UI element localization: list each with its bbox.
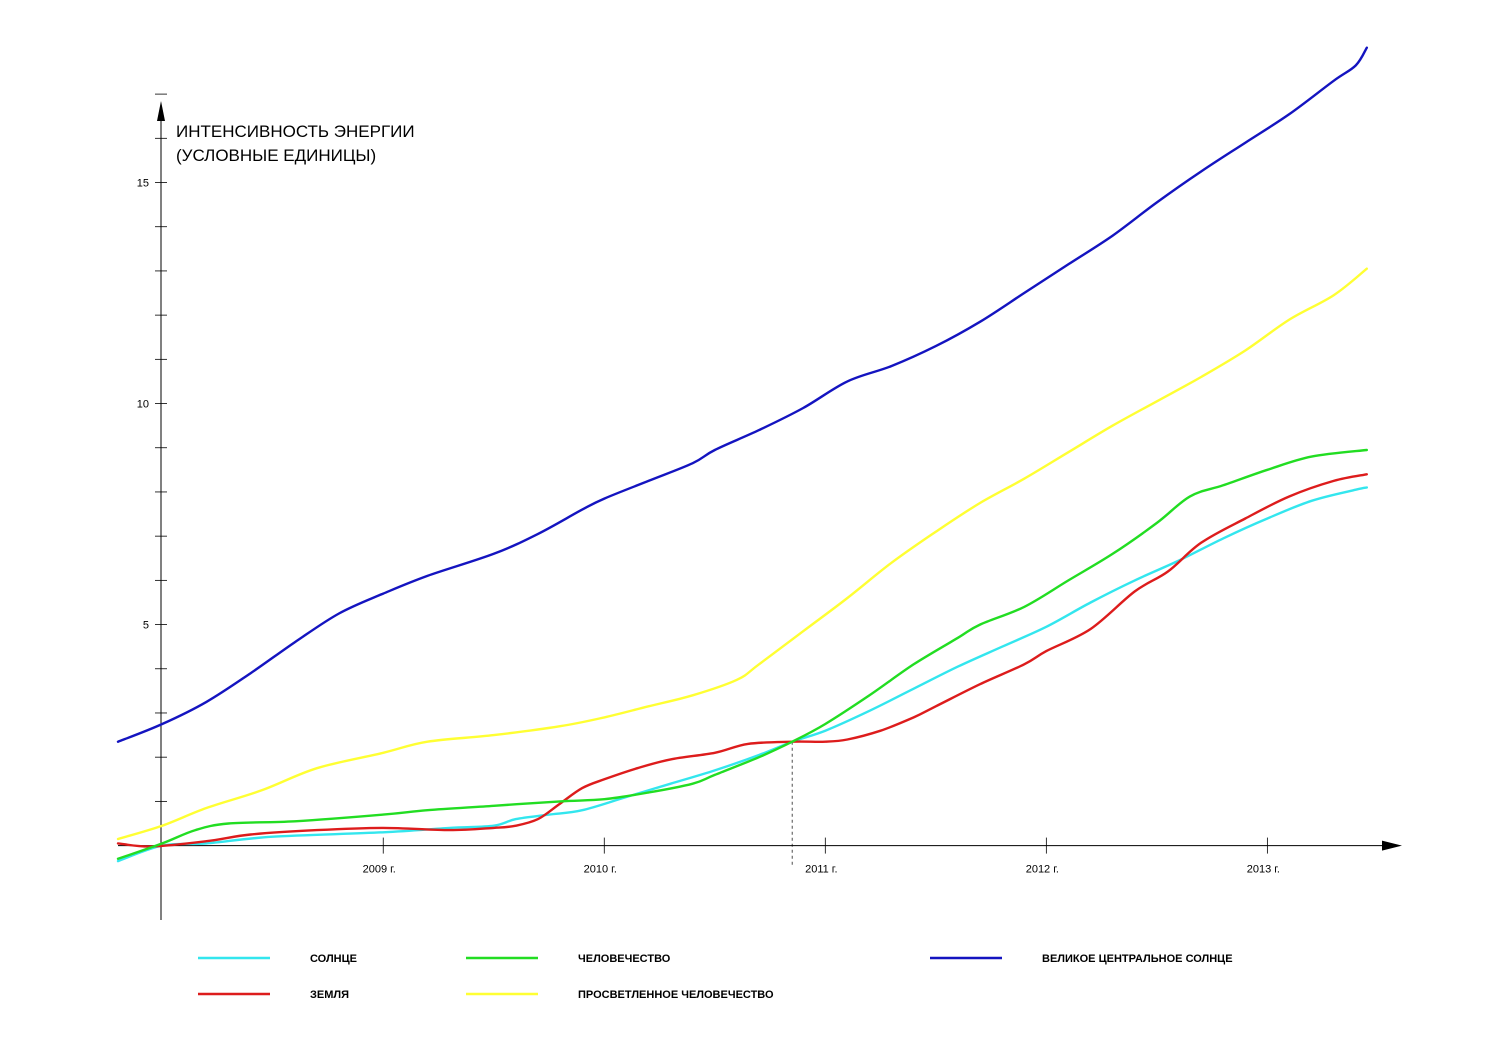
ticks: 5 10 15 2009 г. 2010 г. 2011 г. 2012 г. 2013 г. bbox=[137, 93, 1280, 876]
y-tick-label: 5 bbox=[143, 620, 149, 632]
series-layer bbox=[116, 46, 1368, 863]
x-tick-label: 2010 г. bbox=[584, 864, 617, 876]
series-line-2 bbox=[116, 473, 1368, 848]
legend-label: СОЛНЦЕ bbox=[310, 953, 357, 965]
series-line-3 bbox=[116, 448, 1368, 860]
x-tick-label: 2013 г. bbox=[1247, 864, 1280, 876]
x-tick-label: 2012 г. bbox=[1026, 864, 1059, 876]
axes bbox=[118, 101, 1402, 920]
x-axis-arrow bbox=[1382, 840, 1402, 851]
y-tick-label: 10 bbox=[137, 399, 149, 411]
y-tick-label: 15 bbox=[137, 178, 149, 190]
legend-label: ЧЕЛОВЕЧЕСТВО bbox=[578, 953, 671, 965]
legend-label: ВЕЛИКОЕ ЦЕНТРАЛЬНОЕ СОЛНЦЕ bbox=[1042, 953, 1233, 965]
y-axis-title-line-1: ИНТЕНСИВНОСТЬ ЭНЕРГИИ bbox=[176, 122, 415, 141]
series-line-4 bbox=[116, 267, 1368, 841]
legend-label: ЗЕМЛЯ bbox=[310, 989, 349, 1001]
y-axis-arrow bbox=[157, 101, 165, 121]
series-line-5 bbox=[116, 46, 1368, 743]
series-line-1 bbox=[116, 486, 1368, 863]
x-tick-label: 2009 г. bbox=[363, 864, 396, 876]
y-axis-title-line-2: (УСЛОВНЫЕ ЕДИНИЦЫ) bbox=[176, 146, 376, 165]
legend-label: ПРОСВЕТЛЕННОЕ ЧЕЛОВЕЧЕСТВО bbox=[578, 989, 774, 1001]
legend: СОЛНЦЕ ЗЕМЛЯ ЧЕЛОВЕЧЕСТВО ПРОСВЕТЛЕННОЕ ЧЕЛ… bbox=[198, 953, 1233, 1001]
x-tick-label: 2011 г. bbox=[805, 864, 837, 876]
